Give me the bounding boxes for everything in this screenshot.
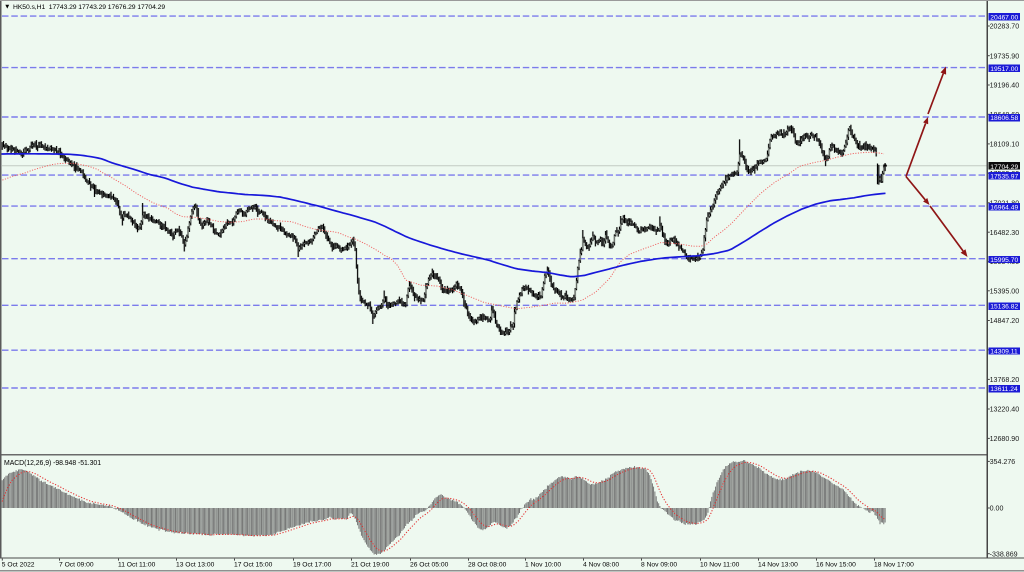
- svg-text:-338.869: -338.869: [990, 550, 1018, 558]
- svg-text:7 Oct 09:00: 7 Oct 09:00: [59, 562, 94, 569]
- svg-text:21 Oct 19:00: 21 Oct 19:00: [351, 562, 390, 569]
- svg-text:5 Oct 2022: 5 Oct 2022: [2, 562, 35, 569]
- svg-text:14847.20: 14847.20: [990, 317, 1020, 325]
- svg-text:13220.40: 13220.40: [990, 406, 1020, 414]
- svg-text:354.276: 354.276: [990, 458, 1016, 466]
- svg-text:20283.70: 20283.70: [990, 23, 1020, 31]
- svg-text:14309.11: 14309.11: [990, 348, 1018, 355]
- svg-text:15136.82: 15136.82: [990, 304, 1018, 311]
- svg-text:MACD(12,26,9) -98.948 -51.301: MACD(12,26,9) -98.948 -51.301: [4, 460, 101, 467]
- svg-text:15395.00: 15395.00: [990, 287, 1020, 295]
- svg-text:17535.97: 17535.97: [990, 173, 1018, 180]
- svg-text:20467.00: 20467.00: [990, 14, 1018, 21]
- svg-text:8 Nov 09:00: 8 Nov 09:00: [641, 562, 677, 569]
- svg-text:13768.20: 13768.20: [990, 376, 1020, 384]
- svg-text:28 Oct 08:00: 28 Oct 08:00: [468, 562, 507, 569]
- svg-text:14 Nov 13:00: 14 Nov 13:00: [758, 562, 798, 569]
- svg-text:19735.90: 19735.90: [990, 52, 1020, 60]
- svg-text:0.00: 0.00: [990, 505, 1004, 513]
- svg-text:13611.24: 13611.24: [990, 386, 1018, 393]
- svg-text:26 Oct 05:00: 26 Oct 05:00: [410, 562, 449, 569]
- svg-text:18109.10: 18109.10: [990, 141, 1020, 149]
- svg-text:18606.58: 18606.58: [990, 115, 1018, 122]
- svg-text:11 Oct 11:00: 11 Oct 11:00: [118, 562, 156, 569]
- svg-text:18 Nov 17:00: 18 Nov 17:00: [874, 562, 914, 569]
- svg-text:16482.30: 16482.30: [990, 229, 1020, 237]
- svg-text:19 Oct 17:00: 19 Oct 17:00: [293, 562, 332, 569]
- svg-text:19517.00: 19517.00: [990, 66, 1018, 73]
- svg-text:13 Oct 13:00: 13 Oct 13:00: [176, 562, 215, 569]
- svg-text:12680.90: 12680.90: [990, 435, 1020, 443]
- svg-text:17 Oct 15:00: 17 Oct 15:00: [234, 562, 273, 569]
- svg-text:19196.40: 19196.40: [990, 82, 1020, 90]
- svg-text:15995.70: 15995.70: [990, 257, 1018, 264]
- svg-text:10 Nov 11:00: 10 Nov 11:00: [700, 562, 740, 569]
- svg-text:HK50.s,H1 17743.29 17743.29 1: HK50.s,H1 17743.29 17743.29 17676.29 177…: [13, 4, 165, 11]
- svg-text:1 Nov 10:00: 1 Nov 10:00: [525, 562, 561, 569]
- svg-text:17704.29: 17704.29: [990, 164, 1018, 171]
- svg-text:▼: ▼: [4, 4, 11, 11]
- svg-text:16964.49: 16964.49: [990, 204, 1018, 211]
- svg-text:16 Nov 15:00: 16 Nov 15:00: [816, 562, 856, 569]
- svg-text:4 Nov 08:00: 4 Nov 08:00: [583, 562, 619, 569]
